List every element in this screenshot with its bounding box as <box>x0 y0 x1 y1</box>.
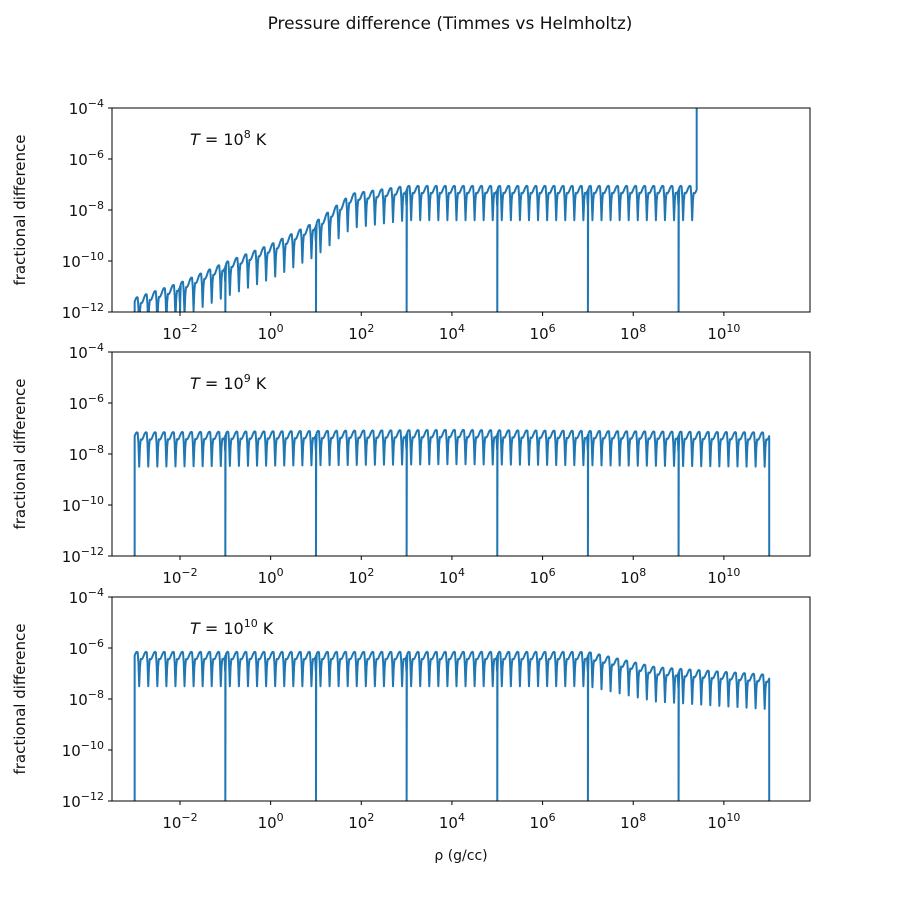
y-axis-label: fractional difference <box>11 623 29 774</box>
temperature-annotation: T = 108 K <box>190 128 267 149</box>
subplot-3: 10−2 100 102 104 106 108 1010 10−4 10−6 10−8 10−10… <box>11 586 811 832</box>
x-tick-label: 106 <box>530 811 556 832</box>
data-line-series-3 <box>133 650 771 801</box>
y-tick-label: 10−4 <box>69 586 104 607</box>
y-tick-label: 10−8 <box>69 199 104 220</box>
x-tick-label: 104 <box>439 322 465 343</box>
x-tick-label: 108 <box>620 322 646 343</box>
x-tick-label: 1010 <box>707 322 740 343</box>
temperature-annotation: T = 1010 K <box>190 617 274 638</box>
y-tick-label: 10−4 <box>69 97 104 118</box>
x-tick-label: 100 <box>258 322 284 343</box>
y-tick-label: 10−10 <box>62 250 104 271</box>
y-tick-label: 10−12 <box>62 545 104 566</box>
x-tick-label: 108 <box>620 811 646 832</box>
x-axis-label: ρ (g/cc) <box>434 848 488 864</box>
y-tick-label: 10−6 <box>69 637 104 658</box>
data-line-series-2 <box>133 428 771 556</box>
x-tick-label: 100 <box>258 811 284 832</box>
x-tick-label: 104 <box>439 811 465 832</box>
x-tick-label: 102 <box>348 322 374 343</box>
y-tick-label: 10−10 <box>62 494 104 515</box>
y-tick-label: 10−12 <box>62 301 104 322</box>
y-tick-label: 10−4 <box>69 341 104 362</box>
temperature-annotation: T = 109 K <box>190 372 267 393</box>
figure-title: Pressure difference (Timmes vs Helmholtz… <box>267 14 633 34</box>
y-tick-label: 10−10 <box>62 739 104 760</box>
x-tick-label: 10−2 <box>162 322 197 343</box>
y-tick-label: 10−6 <box>69 392 104 413</box>
x-tick-label: 1010 <box>707 566 740 587</box>
y-tick-label: 10−8 <box>69 688 104 709</box>
subplot-1: 10−2 100 102 104 106 108 1010 10−4 10−6 10−8 10−10… <box>11 97 811 343</box>
x-tick-label: 102 <box>348 811 374 832</box>
x-tick-label: 10−2 <box>162 811 197 832</box>
data-line-series-1 <box>133 108 698 312</box>
y-tick-label: 10−12 <box>62 790 104 811</box>
y-tick-label: 10−8 <box>69 443 104 464</box>
x-tick-label: 10−2 <box>162 566 197 587</box>
x-tick-label: 108 <box>620 566 646 587</box>
x-tick-label: 106 <box>530 566 556 587</box>
x-tick-label: 1010 <box>707 811 740 832</box>
y-tick-label: 10−6 <box>69 148 104 169</box>
x-tick-label: 106 <box>530 322 556 343</box>
x-tick-label: 104 <box>439 566 465 587</box>
y-axis-label: fractional difference <box>11 134 29 285</box>
subplot-2: 10−2 100 102 104 106 108 1010 10−4 10−6 10−8 10−10… <box>11 341 811 587</box>
x-tick-label: 102 <box>348 566 374 587</box>
y-axis-label: fractional difference <box>11 378 29 529</box>
x-tick-label: 100 <box>258 566 284 587</box>
